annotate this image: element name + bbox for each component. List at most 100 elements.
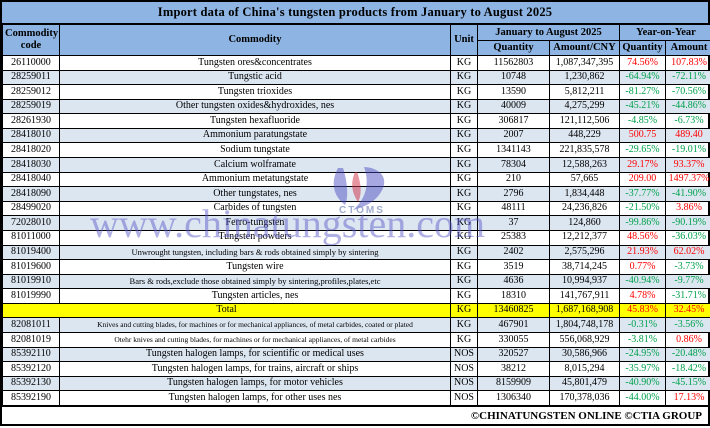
quantity-cell: 18310 bbox=[478, 289, 550, 304]
commodity-code-cell: 82081011 bbox=[3, 318, 60, 333]
quantity-cell: 306817 bbox=[478, 114, 550, 129]
commodity-code-cell: 81019910 bbox=[3, 274, 60, 289]
amount-cny-cell: 30,586,966 bbox=[550, 347, 620, 362]
quantity-cell: 467901 bbox=[478, 318, 550, 333]
unit-cell: KG bbox=[451, 245, 478, 260]
unit-cell: NOS bbox=[451, 391, 478, 406]
yoy-quantity-cell: -40.94% bbox=[620, 274, 666, 289]
unit-cell: KG bbox=[451, 318, 478, 333]
amount-cny-cell: 1,834,448 bbox=[550, 187, 620, 202]
quantity-cell: 1341143 bbox=[478, 143, 550, 158]
quantity-cell: 13590 bbox=[478, 85, 550, 100]
commodity-code-cell: 81019600 bbox=[3, 260, 60, 275]
commodity-code-cell: 26110000 bbox=[3, 56, 60, 71]
quantity-cell: 38212 bbox=[478, 362, 550, 377]
commodity-cell: Tungsten ores&concentrates bbox=[60, 56, 451, 71]
quantity-cell: 48111 bbox=[478, 201, 550, 216]
commodity-code-cell: 28418030 bbox=[3, 158, 60, 173]
commodity-code-cell: 28418040 bbox=[3, 172, 60, 187]
yoy-amount-cell: -44.86% bbox=[666, 99, 710, 114]
commodity-code-cell: 28261930 bbox=[3, 114, 60, 129]
amount-cny-cell: 556,068,929 bbox=[550, 332, 620, 347]
amount-cny-cell: 1,230,862 bbox=[550, 70, 620, 85]
yoy-quantity-cell: -81.27% bbox=[620, 85, 666, 100]
commodity-cell: Tungsten trioxides bbox=[60, 85, 451, 100]
commodity-cell: Otehr knives and cutting blades, for mac… bbox=[60, 332, 451, 347]
yoy-quantity-cell: -0.31% bbox=[620, 318, 666, 333]
commodity-cell: Tungsten wire bbox=[60, 260, 451, 275]
yoy-quantity-cell: -99.86% bbox=[620, 216, 666, 231]
yoy-quantity-cell: 209.00 bbox=[620, 172, 666, 187]
commodity-code-cell: 85392120 bbox=[3, 362, 60, 377]
unit-cell: KG bbox=[451, 303, 478, 318]
commodity-code-cell: 81011000 bbox=[3, 230, 60, 245]
commodity-code-cell: 28259011 bbox=[3, 70, 60, 85]
amount-cny-cell: 24,236,826 bbox=[550, 201, 620, 216]
unit-cell: NOS bbox=[451, 376, 478, 391]
amount-cny-cell: 12,588,263 bbox=[550, 158, 620, 173]
unit-cell: KG bbox=[451, 70, 478, 85]
unit-cell: KG bbox=[451, 216, 478, 231]
quantity-cell: 40009 bbox=[478, 99, 550, 114]
unit-cell: NOS bbox=[451, 362, 478, 377]
column-group-period: January to August 2025 bbox=[478, 25, 620, 41]
yoy-amount-cell: 1497.37% bbox=[666, 172, 710, 187]
quantity-cell: 4636 bbox=[478, 274, 550, 289]
column-header-commodity: Commodity bbox=[60, 25, 451, 56]
quantity-cell: 78304 bbox=[478, 158, 550, 173]
commodity-cell: Other tungsten oxides&hydroxides, nes bbox=[60, 99, 451, 114]
unit-cell: KG bbox=[451, 143, 478, 158]
commodity-cell: Tungsten hexafluoride bbox=[60, 114, 451, 129]
yoy-quantity-cell: 500.75 bbox=[620, 128, 666, 143]
yoy-quantity-cell: -21.50% bbox=[620, 201, 666, 216]
column-header-amount-cny: Amount/CNY bbox=[550, 41, 620, 56]
page-title: Import data of China's tungsten products… bbox=[2, 2, 708, 24]
yoy-amount-cell: 3.86% bbox=[666, 201, 710, 216]
unit-cell: KG bbox=[451, 85, 478, 100]
total-label-cell: Total bbox=[3, 303, 451, 318]
commodity-cell: Bars & rods,exclude those obtained simpl… bbox=[60, 274, 451, 289]
quantity-cell: 3519 bbox=[478, 260, 550, 275]
commodity-code-cell: 82081019 bbox=[3, 332, 60, 347]
column-header-yoy-quantity: Quantity bbox=[620, 41, 666, 56]
commodity-cell: Tungsten halogen lamps, for scientific o… bbox=[60, 347, 451, 362]
yoy-amount-cell: -72.11% bbox=[666, 70, 710, 85]
amount-cny-cell: 141,767,911 bbox=[550, 289, 620, 304]
commodity-code-cell: 28499020 bbox=[3, 201, 60, 216]
commodity-code-cell: 28418020 bbox=[3, 143, 60, 158]
yoy-amount-cell: -6.73% bbox=[666, 114, 710, 129]
yoy-quantity-cell: 4.78% bbox=[620, 289, 666, 304]
amount-cny-cell: 1,804,748,178 bbox=[550, 318, 620, 333]
unit-cell: KG bbox=[451, 158, 478, 173]
column-header-quantity: Quantity bbox=[478, 41, 550, 56]
commodity-code-cell: 28418090 bbox=[3, 187, 60, 202]
amount-cny-cell: 221,835,578 bbox=[550, 143, 620, 158]
amount-cny-cell: 448,229 bbox=[550, 128, 620, 143]
commodity-cell: Tungsten halogen lamps, for trains, airc… bbox=[60, 362, 451, 377]
quantity-cell: 8159909 bbox=[478, 376, 550, 391]
commodity-cell: Unwrought tungsten, including bars & rod… bbox=[60, 245, 451, 260]
amount-cny-cell: 57,665 bbox=[550, 172, 620, 187]
yoy-quantity-cell: -29.65% bbox=[620, 143, 666, 158]
commodity-cell: Ferro-tungsten bbox=[60, 216, 451, 231]
yoy-amount-cell: -20.48% bbox=[666, 347, 710, 362]
unit-cell: KG bbox=[451, 187, 478, 202]
yoy-amount-cell: -19.01% bbox=[666, 143, 710, 158]
unit-cell: NOS bbox=[451, 347, 478, 362]
amount-cny-cell: 124,860 bbox=[550, 216, 620, 231]
commodity-cell: Calcium wolframate bbox=[60, 158, 451, 173]
amount-cny-cell: 5,812,211 bbox=[550, 85, 620, 100]
